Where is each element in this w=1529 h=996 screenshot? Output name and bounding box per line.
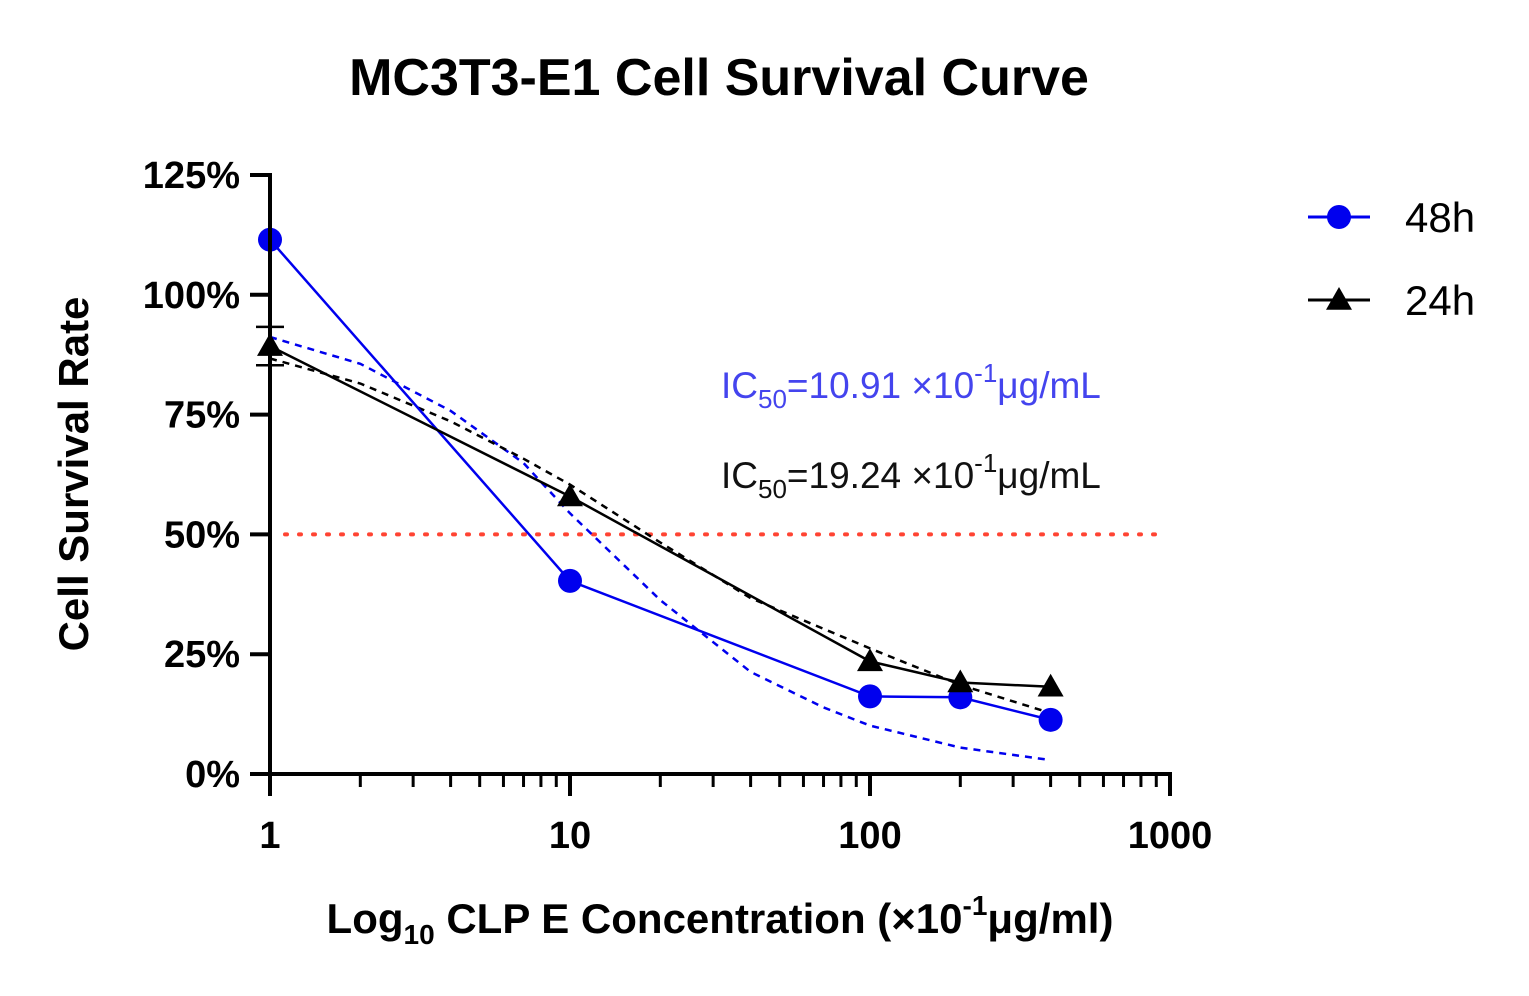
x-axis-title: Log10 CLP E Concentration (×10-1μg/ml) bbox=[327, 890, 1114, 950]
y-tick-label: 100% bbox=[143, 275, 240, 317]
y-tick-label: 50% bbox=[164, 514, 240, 556]
x-tick-label: 1000 bbox=[1128, 815, 1213, 857]
ic50-value: =19.24 ×10 bbox=[787, 455, 974, 496]
y-tick-label: 0% bbox=[185, 754, 240, 796]
data-point-48h bbox=[1038, 707, 1063, 732]
legend-marker-24h bbox=[1326, 287, 1352, 310]
x-axis-title-subscript: 10 bbox=[404, 919, 435, 950]
fit-curves bbox=[269, 335, 1051, 762]
legend: 48h 24h bbox=[1308, 194, 1475, 324]
y-tick-label: 125% bbox=[143, 155, 240, 197]
data-point-48h bbox=[558, 568, 582, 593]
ic50-subscript: 50 bbox=[758, 474, 787, 504]
ic50-value: =10.91 ×10 bbox=[787, 365, 974, 406]
x-axis-title-main: CLP E Concentration (×10 bbox=[435, 895, 963, 942]
data-point-24h bbox=[857, 648, 883, 672]
x-tick-label: 10 bbox=[549, 815, 591, 857]
data-markers bbox=[257, 227, 1064, 732]
legend-label-48h: 48h bbox=[1405, 194, 1475, 241]
ic50-unit: μg/mL bbox=[997, 365, 1101, 406]
x-tick-label: 1 bbox=[259, 815, 280, 857]
data-point-24h bbox=[947, 669, 974, 693]
fit-curve-24h bbox=[269, 357, 1051, 715]
ic50-annotation-48h: IC50=10.91 ×10-1μg/mL bbox=[721, 358, 1101, 414]
ic50-superscript: -1 bbox=[974, 358, 997, 388]
y-tick-label: 75% bbox=[164, 395, 240, 437]
data-point-48h bbox=[858, 684, 882, 709]
legend-label-24h: 24h bbox=[1405, 277, 1475, 324]
legend-marker-48h bbox=[1327, 205, 1351, 229]
data-point-24h bbox=[1037, 673, 1064, 697]
x-axis-title-superscript: -1 bbox=[963, 890, 988, 921]
ic50-annotation-24h: IC50=19.24 ×10-1μg/mL bbox=[721, 448, 1101, 504]
ic50-unit: μg/mL bbox=[997, 455, 1101, 496]
chart-title: MC3T3-E1 Cell Survival Curve bbox=[349, 49, 1089, 107]
x-axis-ticks: 1 10 100 1000 bbox=[259, 774, 1212, 857]
y-axis-title: Cell Survival Rate bbox=[50, 297, 97, 652]
ic50-superscript: -1 bbox=[974, 448, 997, 478]
ic50-subscript: 50 bbox=[758, 384, 787, 414]
ic50-label: IC bbox=[721, 455, 758, 496]
x-tick-label: 100 bbox=[838, 815, 901, 857]
x-axis-title-suffix: μg/ml) bbox=[987, 895, 1113, 942]
axes bbox=[268, 173, 1172, 776]
y-tick-label: 25% bbox=[164, 634, 240, 676]
y-axis-ticks: 0% 25% 50% 75% 100% 125% bbox=[143, 155, 270, 796]
fit-curve-48h bbox=[269, 335, 1051, 762]
x-axis-title-prefix: Log bbox=[327, 895, 404, 942]
data-point-24h bbox=[557, 483, 583, 507]
ic50-label: IC bbox=[721, 365, 758, 406]
